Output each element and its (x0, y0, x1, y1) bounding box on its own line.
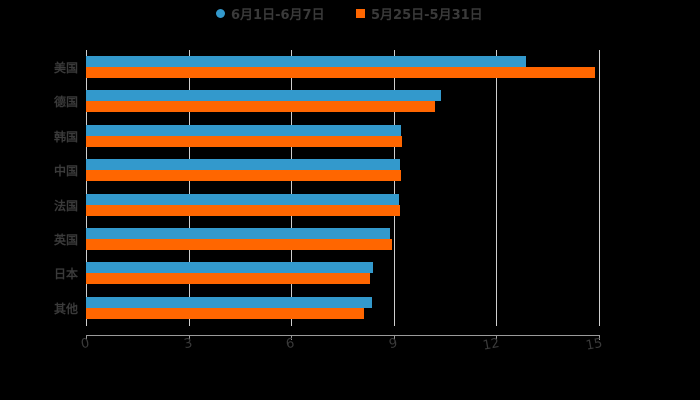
x-axis-tick (291, 335, 292, 340)
bar-series-1[interactable] (86, 296, 372, 308)
bar-series-2[interactable] (86, 170, 401, 182)
y-axis-category-label: 中国 (53, 164, 78, 179)
x-axis-tick (189, 335, 190, 340)
legend-label: 6月1日-6月7日 (231, 7, 325, 23)
gridline (189, 50, 190, 326)
bar-series-1[interactable] (86, 159, 400, 171)
y-axis-category-label: 韩国 (53, 129, 78, 144)
legend-square-icon (356, 8, 365, 18)
bar-series-1[interactable] (86, 262, 373, 274)
x-axis-tick-label: 0 (79, 336, 91, 353)
x-axis-tick-label: 3 (182, 336, 194, 353)
y-axis-category-label: 法国 (53, 198, 78, 213)
bar-series-2[interactable] (86, 273, 370, 285)
gridline (291, 50, 292, 326)
bar-series-2[interactable] (86, 204, 400, 216)
bar-series-1[interactable] (86, 228, 390, 239)
x-axis-line (86, 335, 600, 336)
y-axis-category-label: 德国 (53, 95, 78, 110)
bar-series-2[interactable] (86, 135, 402, 147)
x-axis-tick-label: 12 (481, 336, 501, 354)
gridline (86, 50, 87, 326)
y-axis-category-label: 其他 (53, 301, 78, 316)
x-axis-tick (496, 335, 497, 340)
x-axis-tick-label: 9 (387, 336, 399, 353)
y-axis-category-label: 日本 (53, 267, 78, 282)
x-axis-tick (86, 335, 87, 340)
bar-series-1[interactable] (86, 124, 401, 136)
gridline (599, 50, 600, 326)
gridline (496, 50, 497, 326)
bar-series-1[interactable] (86, 56, 526, 67)
bar-series-2[interactable] (86, 307, 364, 319)
legend-item-series-2[interactable]: 5月25日-5月31日 (356, 4, 483, 23)
legend-label: 5月25日-5月31日 (371, 7, 483, 23)
x-axis-tick (394, 335, 395, 340)
x-axis-tick-label: 15 (584, 336, 604, 354)
y-axis-category-label: 英国 (53, 233, 78, 247)
y-axis-category-label: 美国 (53, 61, 78, 75)
x-axis-tick-label: 6 (284, 336, 296, 353)
chart-legend: 6月1日-6月7日 5月25日-5月31日 (0, 4, 700, 23)
legend-item-series-1[interactable]: 6月1日-6月7日 (216, 4, 325, 23)
gridline (394, 50, 395, 326)
bar-series-2[interactable] (86, 67, 595, 78)
x-axis-tick (599, 335, 600, 340)
bar-series-1[interactable] (86, 90, 441, 102)
bar-series-2[interactable] (86, 101, 435, 113)
legend-circle-icon (216, 8, 225, 18)
bar-series-2[interactable] (86, 239, 392, 250)
bar-series-1[interactable] (86, 193, 399, 205)
